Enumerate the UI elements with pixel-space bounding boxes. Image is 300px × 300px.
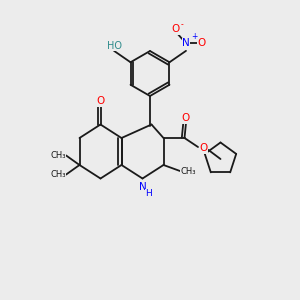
Text: HO: HO [106, 41, 122, 51]
Text: H: H [145, 189, 152, 198]
Text: O: O [197, 38, 206, 48]
Text: +: + [191, 32, 198, 41]
Text: N: N [139, 182, 146, 192]
Text: CH₃: CH₃ [180, 167, 196, 176]
Text: -: - [181, 20, 184, 29]
Text: O: O [96, 96, 105, 106]
Text: O: O [199, 143, 208, 154]
Text: O: O [182, 113, 190, 124]
Text: O: O [171, 24, 180, 34]
Text: CH₃: CH₃ [50, 170, 66, 179]
Text: CH₃: CH₃ [50, 151, 66, 160]
Text: N: N [182, 38, 190, 48]
